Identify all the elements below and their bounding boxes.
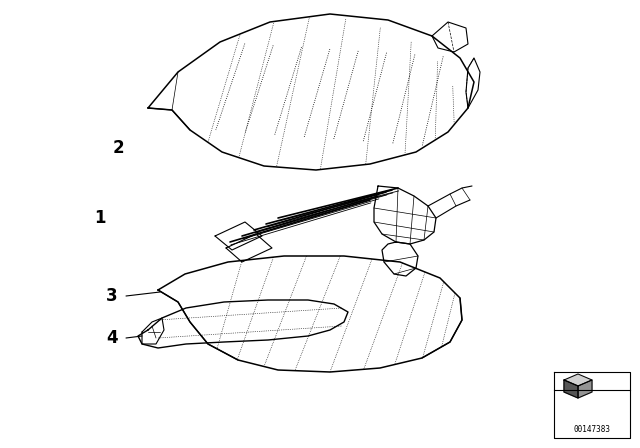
Polygon shape — [578, 380, 592, 398]
Text: 00147383: 00147383 — [573, 426, 611, 435]
Polygon shape — [564, 380, 578, 398]
Text: 1: 1 — [94, 209, 106, 227]
Polygon shape — [564, 374, 592, 386]
Text: 2: 2 — [112, 139, 124, 157]
Text: 4: 4 — [106, 329, 118, 347]
Text: 3: 3 — [106, 287, 118, 305]
